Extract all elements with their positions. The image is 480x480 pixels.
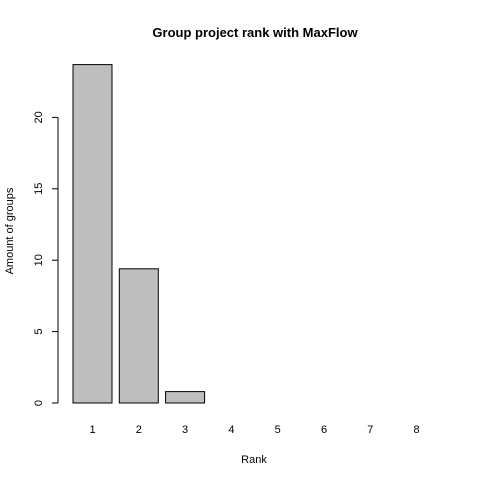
x-tick-labels: 1 2 3 4 5 6 7 8: [89, 424, 419, 436]
y-tick-label: 0: [33, 400, 45, 406]
bars-group: [72, 64, 206, 404]
bar-rank-2: [118, 268, 159, 404]
y-tick-label: 5: [33, 329, 45, 335]
x-tick-label: 5: [275, 424, 281, 436]
x-tick-label: 6: [321, 424, 327, 436]
y-axis: 0 5 10 15 20: [33, 111, 59, 406]
x-tick-label: 3: [182, 424, 188, 436]
x-tick-label: 1: [89, 424, 95, 436]
x-tick-label: 2: [136, 424, 142, 436]
y-tick-label: 20: [33, 111, 45, 123]
y-axis-label: Amount of groups: [4, 187, 16, 274]
bar-rank-1: [72, 64, 113, 404]
x-tick-label: 7: [367, 424, 373, 436]
chart-title: Group project rank with MaxFlow: [152, 25, 358, 40]
bar-rank-3: [165, 391, 206, 404]
y-tick-label: 10: [33, 254, 45, 266]
x-tick-label: 8: [414, 424, 420, 436]
x-tick-label: 4: [228, 424, 234, 436]
x-axis-label: Rank: [241, 454, 267, 466]
y-tick-label: 15: [33, 183, 45, 195]
